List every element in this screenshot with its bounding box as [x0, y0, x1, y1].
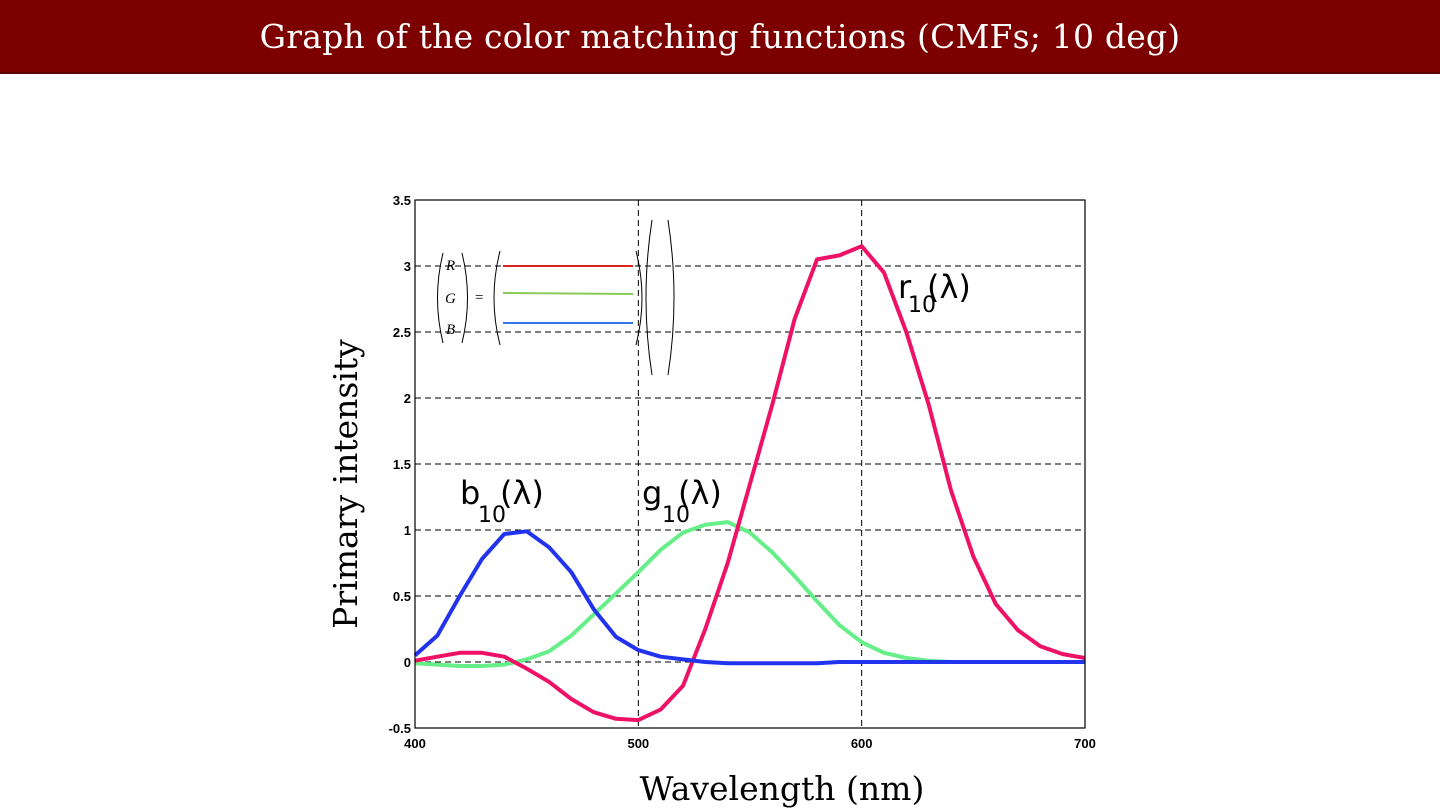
- label-r10-sub: 10: [908, 293, 936, 318]
- legend-equals-sign: =: [475, 290, 483, 306]
- label-b10-main: b: [460, 474, 480, 512]
- x-tick-label: 500: [627, 736, 649, 751]
- plot-frame: [414, 199, 1086, 729]
- x-axis-label: Wavelength (nm): [640, 769, 925, 808]
- label-g10: g 10 (λ): [642, 474, 722, 528]
- label-b10-suffix: (λ): [500, 474, 544, 512]
- legend-equation: R G B =: [437, 219, 675, 376]
- y-tick-label: 3: [404, 259, 411, 274]
- label-r10: r 10 (λ): [898, 268, 971, 318]
- title-bar: Graph of the color matching functions (C…: [0, 0, 1440, 74]
- label-g10-suffix: (λ): [678, 474, 722, 512]
- y-tick-label: 2.5: [393, 325, 411, 340]
- label-b10-sub: 10: [478, 503, 506, 528]
- legend-right-paren-open: [645, 219, 653, 376]
- y-tick-label: 1: [404, 523, 411, 538]
- legend-b-symbol: B: [446, 322, 455, 338]
- y-axis-label: Primary intensity: [326, 339, 365, 629]
- slide-title: Graph of the color matching functions (C…: [259, 16, 1181, 56]
- y-tick-label: -0.5: [389, 721, 411, 736]
- curves: [413, 244, 1086, 723]
- y-tick-label: 0.5: [393, 589, 411, 604]
- x-tick-label: 700: [1074, 736, 1096, 751]
- legend-line-g: [502, 292, 634, 295]
- label-g10-sub: 10: [662, 503, 690, 528]
- label-r10-suffix: (λ): [927, 268, 971, 306]
- x-tick-label: 600: [851, 736, 873, 751]
- curve-r10: [414, 244, 1086, 723]
- tick-labels: -0.5 0 0.5 1 1.5 2 2.5 3 3.5 400 500 600 700: [389, 193, 1096, 751]
- y-tick-label: 0: [404, 655, 411, 670]
- legend-mid-paren-close: [635, 250, 643, 346]
- legend-mid-paren-open: [493, 250, 501, 346]
- legend-right-paren-close: [667, 219, 675, 376]
- y-tick-label: 3.5: [393, 193, 411, 208]
- legend-left-paren-close: [461, 252, 468, 344]
- x-tick-label: 400: [404, 736, 426, 751]
- curve-b10: [413, 529, 1085, 666]
- label-b10: b 10 (λ): [460, 474, 544, 528]
- legend-r-symbol: R: [445, 258, 455, 274]
- legend-g-symbol: G: [445, 291, 456, 307]
- grid-lines: [415, 200, 1085, 728]
- y-tick-label: 1.5: [393, 457, 411, 472]
- legend-left-paren-open: [437, 252, 444, 344]
- curve-g10: [414, 520, 1085, 668]
- label-g10-main: g: [642, 474, 662, 512]
- y-tick-label: 2: [404, 391, 411, 406]
- label-r10-main: r: [898, 268, 912, 306]
